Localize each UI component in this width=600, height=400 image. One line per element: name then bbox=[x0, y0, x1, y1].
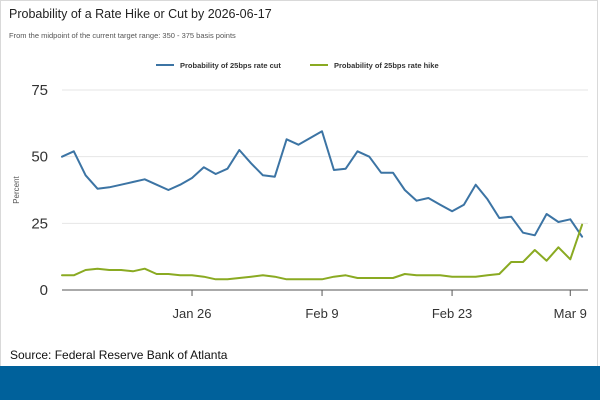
chart-subtitle: From the midpoint of the current target … bbox=[9, 31, 236, 40]
line-chart: 0 25 50 75 Jan 26 Feb 9 Feb 23 Mar 9 Percent Prob… bbox=[12, 61, 588, 321]
x-tick-label: Jan 26 bbox=[172, 306, 211, 321]
y-tick-label-25: 25 bbox=[31, 215, 48, 232]
y-axis-label: Percent bbox=[12, 175, 21, 203]
x-tick-label: Feb 9 bbox=[305, 306, 338, 321]
source-note: Source: Federal Reserve Bank of Atlanta bbox=[10, 348, 228, 362]
y-tick-label-75: 75 bbox=[31, 82, 48, 99]
footer-bar bbox=[0, 366, 600, 400]
legend-label: Probability of 25bps rate cut bbox=[180, 61, 281, 70]
rate-cut-series-line bbox=[61, 130, 584, 238]
rate-hike-series-line bbox=[61, 223, 584, 281]
x-tick-label: Feb 23 bbox=[432, 306, 472, 321]
x-tick-label: Mar 9 bbox=[554, 306, 587, 321]
chart-title: Probability of a Rate Hike or Cut by 202… bbox=[9, 7, 272, 21]
y-tick-label-50: 50 bbox=[31, 149, 48, 166]
legend-label: Probability of 25bps rate hike bbox=[334, 61, 439, 70]
y-tick-label-0: 0 bbox=[40, 282, 48, 299]
